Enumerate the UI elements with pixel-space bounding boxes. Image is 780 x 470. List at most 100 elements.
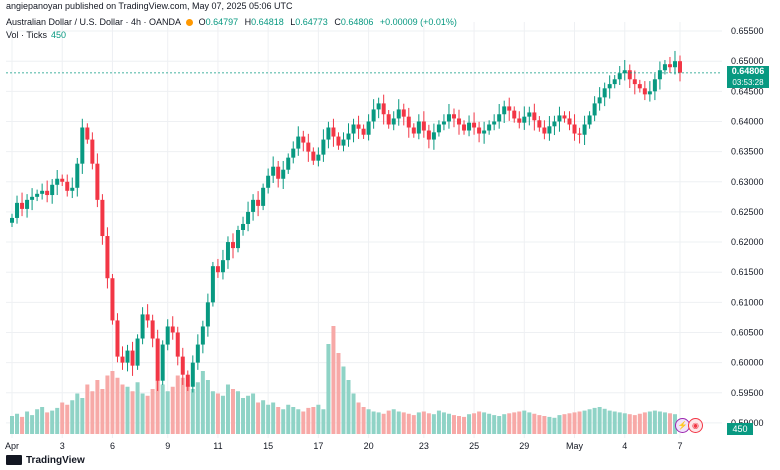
volume-bar — [125, 386, 130, 434]
candle — [301, 130, 306, 152]
volume-bar — [457, 416, 462, 434]
tradingview-footer[interactable]: TradingView — [6, 455, 85, 466]
candle — [366, 114, 371, 141]
candle — [306, 133, 311, 162]
candle — [200, 320, 205, 354]
candle — [622, 59, 627, 81]
time-tick-label: 23 — [419, 441, 429, 451]
volume-bar — [441, 412, 446, 434]
volume-bar — [421, 411, 426, 434]
candle — [446, 103, 451, 129]
volume-bars — [10, 326, 677, 434]
candle — [140, 307, 145, 345]
volume-bar — [416, 412, 421, 434]
time-axis[interactable]: Apr 3 6 9 11 15 17 20 23 25 29 May 4 7 — [5, 441, 683, 451]
volume-bar — [557, 415, 562, 434]
candle — [517, 111, 522, 129]
market-status-icon — [186, 19, 194, 27]
candle — [632, 70, 637, 95]
volume-bar — [336, 353, 341, 434]
volume-bar — [331, 326, 336, 434]
low-value: 0.64773 — [295, 17, 328, 27]
volume-bar — [446, 413, 451, 434]
candle — [341, 132, 346, 152]
volume-bar — [256, 402, 261, 434]
event-flag-icon[interactable]: ◉ — [688, 418, 703, 433]
tradingview-logo-icon — [6, 455, 22, 466]
price-tick-label: 0.64500 — [731, 86, 764, 96]
price-tick-label: 0.60500 — [731, 327, 764, 337]
candle — [271, 156, 276, 183]
volume-bar — [286, 404, 291, 434]
volume-bar — [482, 412, 487, 434]
volume-bar — [497, 416, 502, 434]
volume-bar — [642, 412, 647, 434]
candle — [492, 114, 497, 131]
candle — [296, 126, 301, 156]
candle — [210, 261, 215, 307]
candle — [150, 314, 155, 348]
volume-bar — [426, 413, 431, 434]
candle — [80, 118, 85, 174]
volume-bar — [502, 414, 507, 434]
last-price-value: 0.64806 — [731, 66, 765, 76]
volume-bar — [15, 413, 20, 434]
candle — [20, 192, 25, 217]
price-axis[interactable]: 0.65500 0.65000 0.64500 0.64000 0.63500 0.630… — [731, 26, 764, 428]
candle — [597, 87, 602, 111]
candle — [160, 340, 165, 385]
volume-bar — [296, 409, 301, 434]
volume-bar — [210, 391, 215, 434]
time-tick-label: 6 — [110, 441, 115, 451]
candle — [170, 316, 175, 340]
candle — [10, 213, 14, 227]
candle — [502, 100, 507, 123]
candle — [457, 109, 462, 135]
volume-bar — [85, 384, 90, 434]
candle — [472, 112, 477, 135]
volume-bar — [532, 413, 537, 434]
volume-bar — [170, 386, 175, 434]
volume-bar — [627, 414, 632, 434]
volume-bar — [537, 415, 542, 434]
volume-bar — [80, 398, 85, 434]
price-tick-label: 0.61500 — [731, 267, 764, 277]
candle — [351, 118, 356, 143]
volume-bar — [95, 380, 100, 434]
price-tick-label: 0.63500 — [731, 147, 764, 157]
candle — [512, 106, 517, 123]
volume-bar — [185, 384, 190, 434]
volume-bar — [130, 391, 135, 434]
volume-bar — [150, 389, 155, 434]
volume-bar — [175, 375, 180, 434]
volume-bar — [140, 393, 145, 434]
price-tick-label: 0.65500 — [731, 26, 764, 36]
candle — [190, 355, 195, 393]
volume-bar — [477, 411, 482, 434]
volume-bar — [386, 410, 391, 434]
open-label: O — [198, 17, 206, 27]
volume-bar — [190, 389, 195, 434]
candle — [120, 346, 125, 370]
volume-bar — [30, 415, 35, 434]
candle — [135, 334, 140, 370]
candle — [225, 236, 230, 269]
volume-bar — [205, 380, 210, 434]
volume-bar — [567, 413, 572, 434]
candle — [185, 370, 190, 391]
candle — [557, 106, 562, 132]
candles — [10, 50, 682, 393]
candle — [426, 124, 431, 149]
candle — [316, 147, 321, 167]
volume-bar — [326, 344, 331, 434]
volume-bar — [361, 407, 366, 434]
volume-bar — [321, 409, 326, 434]
candle — [175, 326, 180, 366]
candle — [522, 106, 527, 130]
volume-bar — [356, 402, 361, 434]
volume-bar — [552, 417, 557, 434]
volume-bar — [301, 411, 306, 434]
volume-bar — [225, 384, 230, 434]
candle — [562, 111, 567, 123]
